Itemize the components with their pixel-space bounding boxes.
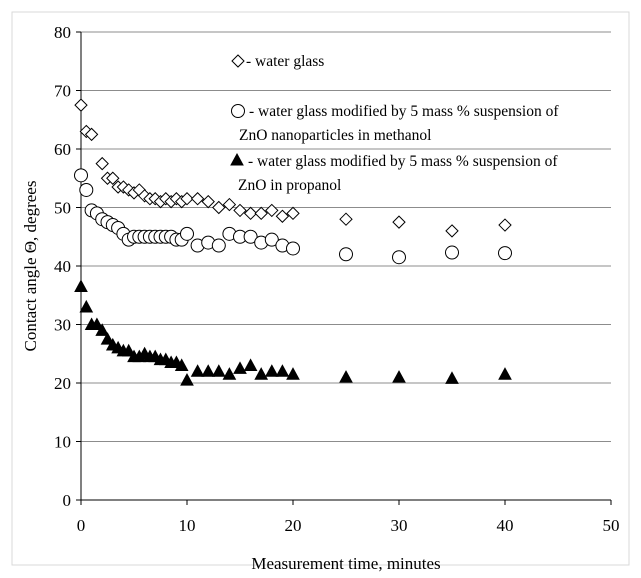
water-glass-point bbox=[243, 206, 258, 221]
water-glass-point bbox=[498, 218, 512, 232]
water-glass-point bbox=[445, 224, 459, 238]
y-tick-label: 0 bbox=[63, 491, 72, 510]
gridlines bbox=[81, 31, 611, 442]
y-axis-label: Contact angle Θ, degrees bbox=[21, 181, 40, 352]
methanol-zno-point bbox=[339, 247, 353, 262]
series-2 bbox=[74, 168, 512, 265]
propanol-zno-point bbox=[286, 367, 300, 380]
water-glass-point bbox=[275, 209, 290, 223]
propanol-zno-point bbox=[180, 373, 194, 386]
propanol-zno-point bbox=[174, 358, 189, 371]
water-glass-point bbox=[392, 215, 406, 229]
legend-water-glass: - water glass bbox=[231, 53, 324, 70]
water-glass-point bbox=[180, 192, 194, 206]
y-tick-label: 10 bbox=[54, 433, 71, 452]
methanol-zno-point bbox=[286, 241, 300, 256]
series-3 bbox=[74, 279, 512, 386]
chart-border bbox=[11, 11, 630, 566]
legend-label: - water glass bbox=[246, 53, 324, 70]
propanol-zno-point bbox=[201, 364, 216, 377]
propanol-zno-point bbox=[79, 299, 94, 313]
legend-marker bbox=[231, 54, 245, 68]
propanol-zno-point bbox=[121, 343, 136, 357]
propanol-zno-point bbox=[264, 364, 279, 377]
axes bbox=[76, 31, 612, 505]
data-marks bbox=[74, 98, 512, 386]
legend-label: - water glass modified by 5 mass % suspe… bbox=[249, 103, 559, 120]
propanol-zno-point bbox=[498, 367, 512, 380]
x-tick-label: 20 bbox=[285, 516, 302, 535]
x-tick-labels: 0 10 20 30 40 50 bbox=[77, 516, 620, 535]
methanol-zno-point bbox=[74, 168, 88, 183]
propanol-zno-point bbox=[95, 323, 110, 336]
x-tick-label: 30 bbox=[391, 516, 408, 535]
water-glass-point bbox=[339, 212, 353, 226]
propanol-zno-point bbox=[190, 364, 205, 377]
propanol-zno-point bbox=[211, 364, 226, 377]
propanol-zno-point bbox=[233, 361, 247, 374]
water-glass-point bbox=[74, 98, 88, 112]
methanol-zno-point bbox=[445, 245, 459, 260]
legend-propanol-zno: - water glass modified by 5 mass % suspe… bbox=[230, 152, 558, 194]
methanol-zno-point bbox=[498, 246, 512, 261]
propanol-zno-point bbox=[339, 370, 353, 383]
methanol-zno-point bbox=[264, 232, 279, 247]
y-tick-labels: 0 10 20 30 40 50 60 70 80 bbox=[54, 23, 71, 510]
y-tick-label: 60 bbox=[54, 140, 71, 159]
legend-label: ZnO in propanol bbox=[238, 177, 341, 194]
propanol-zno-point bbox=[90, 317, 104, 330]
x-tick-label: 40 bbox=[497, 516, 514, 535]
y-tick-label: 70 bbox=[54, 82, 71, 101]
methanol-zno-point bbox=[180, 226, 194, 241]
y-tick-label: 30 bbox=[54, 316, 71, 335]
propanol-zno-point bbox=[243, 358, 258, 371]
propanol-zno-point bbox=[392, 370, 406, 383]
legend: - water glass - water glass modified by 5… bbox=[230, 53, 559, 194]
propanol-zno-point bbox=[74, 279, 88, 292]
water-glass-point bbox=[265, 203, 279, 218]
legend-label: - water glass modified by 5 mass % suspe… bbox=[248, 153, 558, 170]
propanol-zno-point bbox=[445, 371, 459, 384]
x-tick-label: 50 bbox=[603, 516, 620, 535]
y-tick-label: 40 bbox=[54, 257, 71, 276]
water-glass-point bbox=[212, 200, 226, 215]
propanol-zno-point bbox=[100, 332, 115, 345]
x-axis-label: Measurement time, minutes bbox=[251, 554, 440, 573]
y-tick-label: 50 bbox=[54, 199, 71, 218]
propanol-zno-point bbox=[254, 367, 269, 380]
methanol-zno-point bbox=[243, 229, 258, 244]
x-tick-label: 10 bbox=[179, 516, 196, 535]
water-glass-point bbox=[95, 156, 109, 171]
water-glass-point bbox=[233, 203, 247, 218]
water-glass-point bbox=[190, 192, 205, 206]
series-1 bbox=[74, 98, 512, 238]
water-glass-point bbox=[254, 206, 268, 221]
legend-label: ZnO nanoparticles in methanol bbox=[239, 127, 431, 144]
water-glass-point bbox=[286, 206, 300, 221]
propanol-zno-point bbox=[222, 367, 237, 380]
legend-marker bbox=[231, 104, 245, 118]
water-glass-point bbox=[106, 171, 120, 185]
legend-methanol-zno: - water glass modified by 5 mass % suspe… bbox=[231, 103, 559, 144]
y-tick-label: 20 bbox=[54, 374, 71, 393]
water-glass-point bbox=[201, 194, 215, 209]
methanol-zno-point bbox=[79, 182, 94, 197]
water-glass-point bbox=[84, 127, 99, 142]
y-tick-label: 80 bbox=[54, 23, 71, 42]
methanol-zno-point bbox=[211, 238, 226, 253]
methanol-zno-point bbox=[392, 250, 406, 265]
legend-marker bbox=[230, 152, 244, 166]
water-glass-point bbox=[222, 197, 237, 212]
x-tick-label: 0 bbox=[77, 516, 86, 535]
propanol-zno-point bbox=[275, 364, 290, 377]
